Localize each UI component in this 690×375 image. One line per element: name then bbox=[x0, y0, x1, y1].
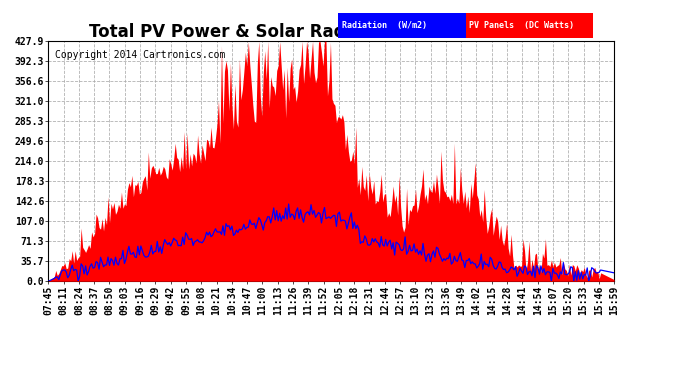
Text: Copyright 2014 Cartronics.com: Copyright 2014 Cartronics.com bbox=[55, 50, 226, 60]
Title: Total PV Power & Solar Radiation Mon Dec 15 16:11: Total PV Power & Solar Radiation Mon Dec… bbox=[90, 23, 573, 41]
Text: Radiation  (W/m2): Radiation (W/m2) bbox=[342, 21, 426, 30]
Text: PV Panels  (DC Watts): PV Panels (DC Watts) bbox=[469, 21, 574, 30]
